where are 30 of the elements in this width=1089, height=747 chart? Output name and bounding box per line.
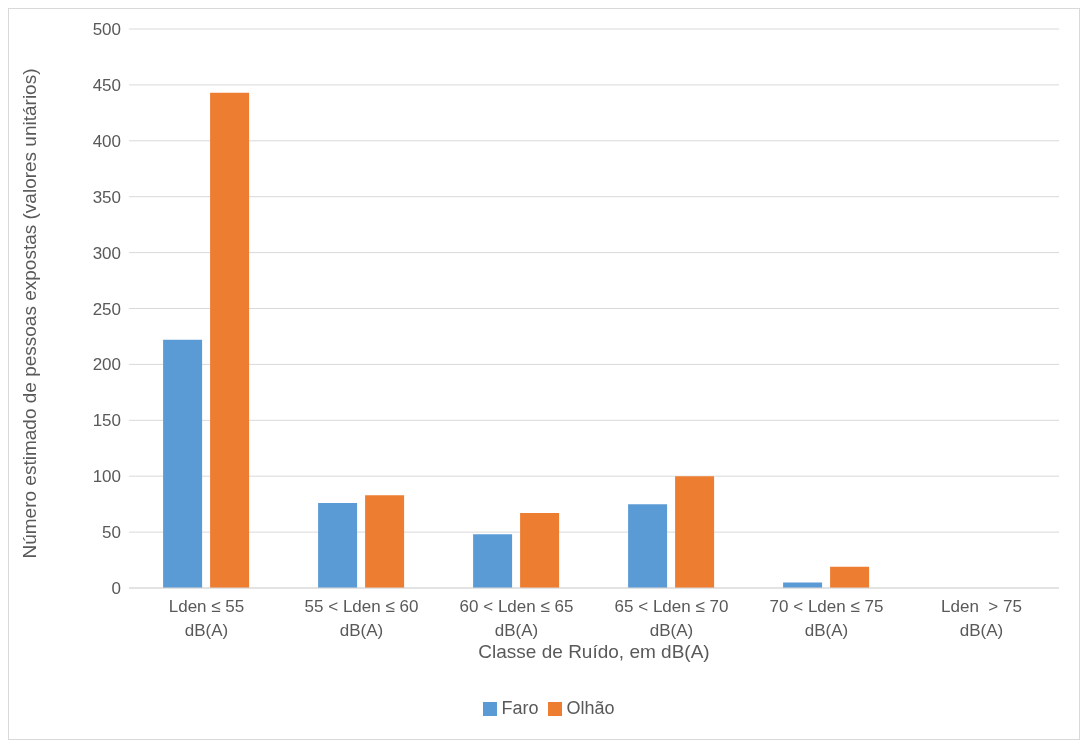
x-tick-label: 65 < Lden ≤ 70 dB(A) <box>614 597 729 640</box>
bar <box>318 503 358 588</box>
bar <box>628 504 668 588</box>
bar <box>520 513 560 588</box>
x-tick-label: Lden > 75 dB(A) <box>941 597 1022 640</box>
x-tick-label: 60 < Lden ≤ 65 dB(A) <box>459 597 574 640</box>
y-tick-label: 0 <box>111 579 121 599</box>
y-tick-label: 50 <box>102 523 121 543</box>
y-tick-label: 400 <box>92 131 121 151</box>
y-tick-label: 150 <box>92 411 121 431</box>
y-tick-label: 500 <box>92 20 121 40</box>
x-tick-label: 55 < Lden ≤ 60 dB(A) <box>304 597 419 640</box>
bar <box>163 339 203 588</box>
y-tick-label: 300 <box>92 243 121 263</box>
y-tick-label: 250 <box>92 299 121 319</box>
y-tick-label: 350 <box>92 187 121 207</box>
bar <box>675 476 715 588</box>
bar <box>210 92 250 588</box>
bar <box>365 495 405 588</box>
x-tick-label: Lden ≤ 55 dB(A) <box>168 597 245 640</box>
bar <box>473 534 513 588</box>
y-axis-title: Número estimado de pessoas expostas (valores unitários) <box>18 68 40 559</box>
x-axis-title: Classe de Ruído, em dB(A) <box>478 641 710 662</box>
y-tick-label: 100 <box>92 467 121 487</box>
y-tick-label: 450 <box>92 75 121 95</box>
legend-label: Olhão <box>566 698 615 718</box>
legend-label: Faro <box>501 698 539 718</box>
x-tick-label: 70 < Lden ≤ 75 dB(A) <box>769 597 884 640</box>
bar <box>830 566 870 588</box>
y-tick-label: 200 <box>92 355 121 375</box>
